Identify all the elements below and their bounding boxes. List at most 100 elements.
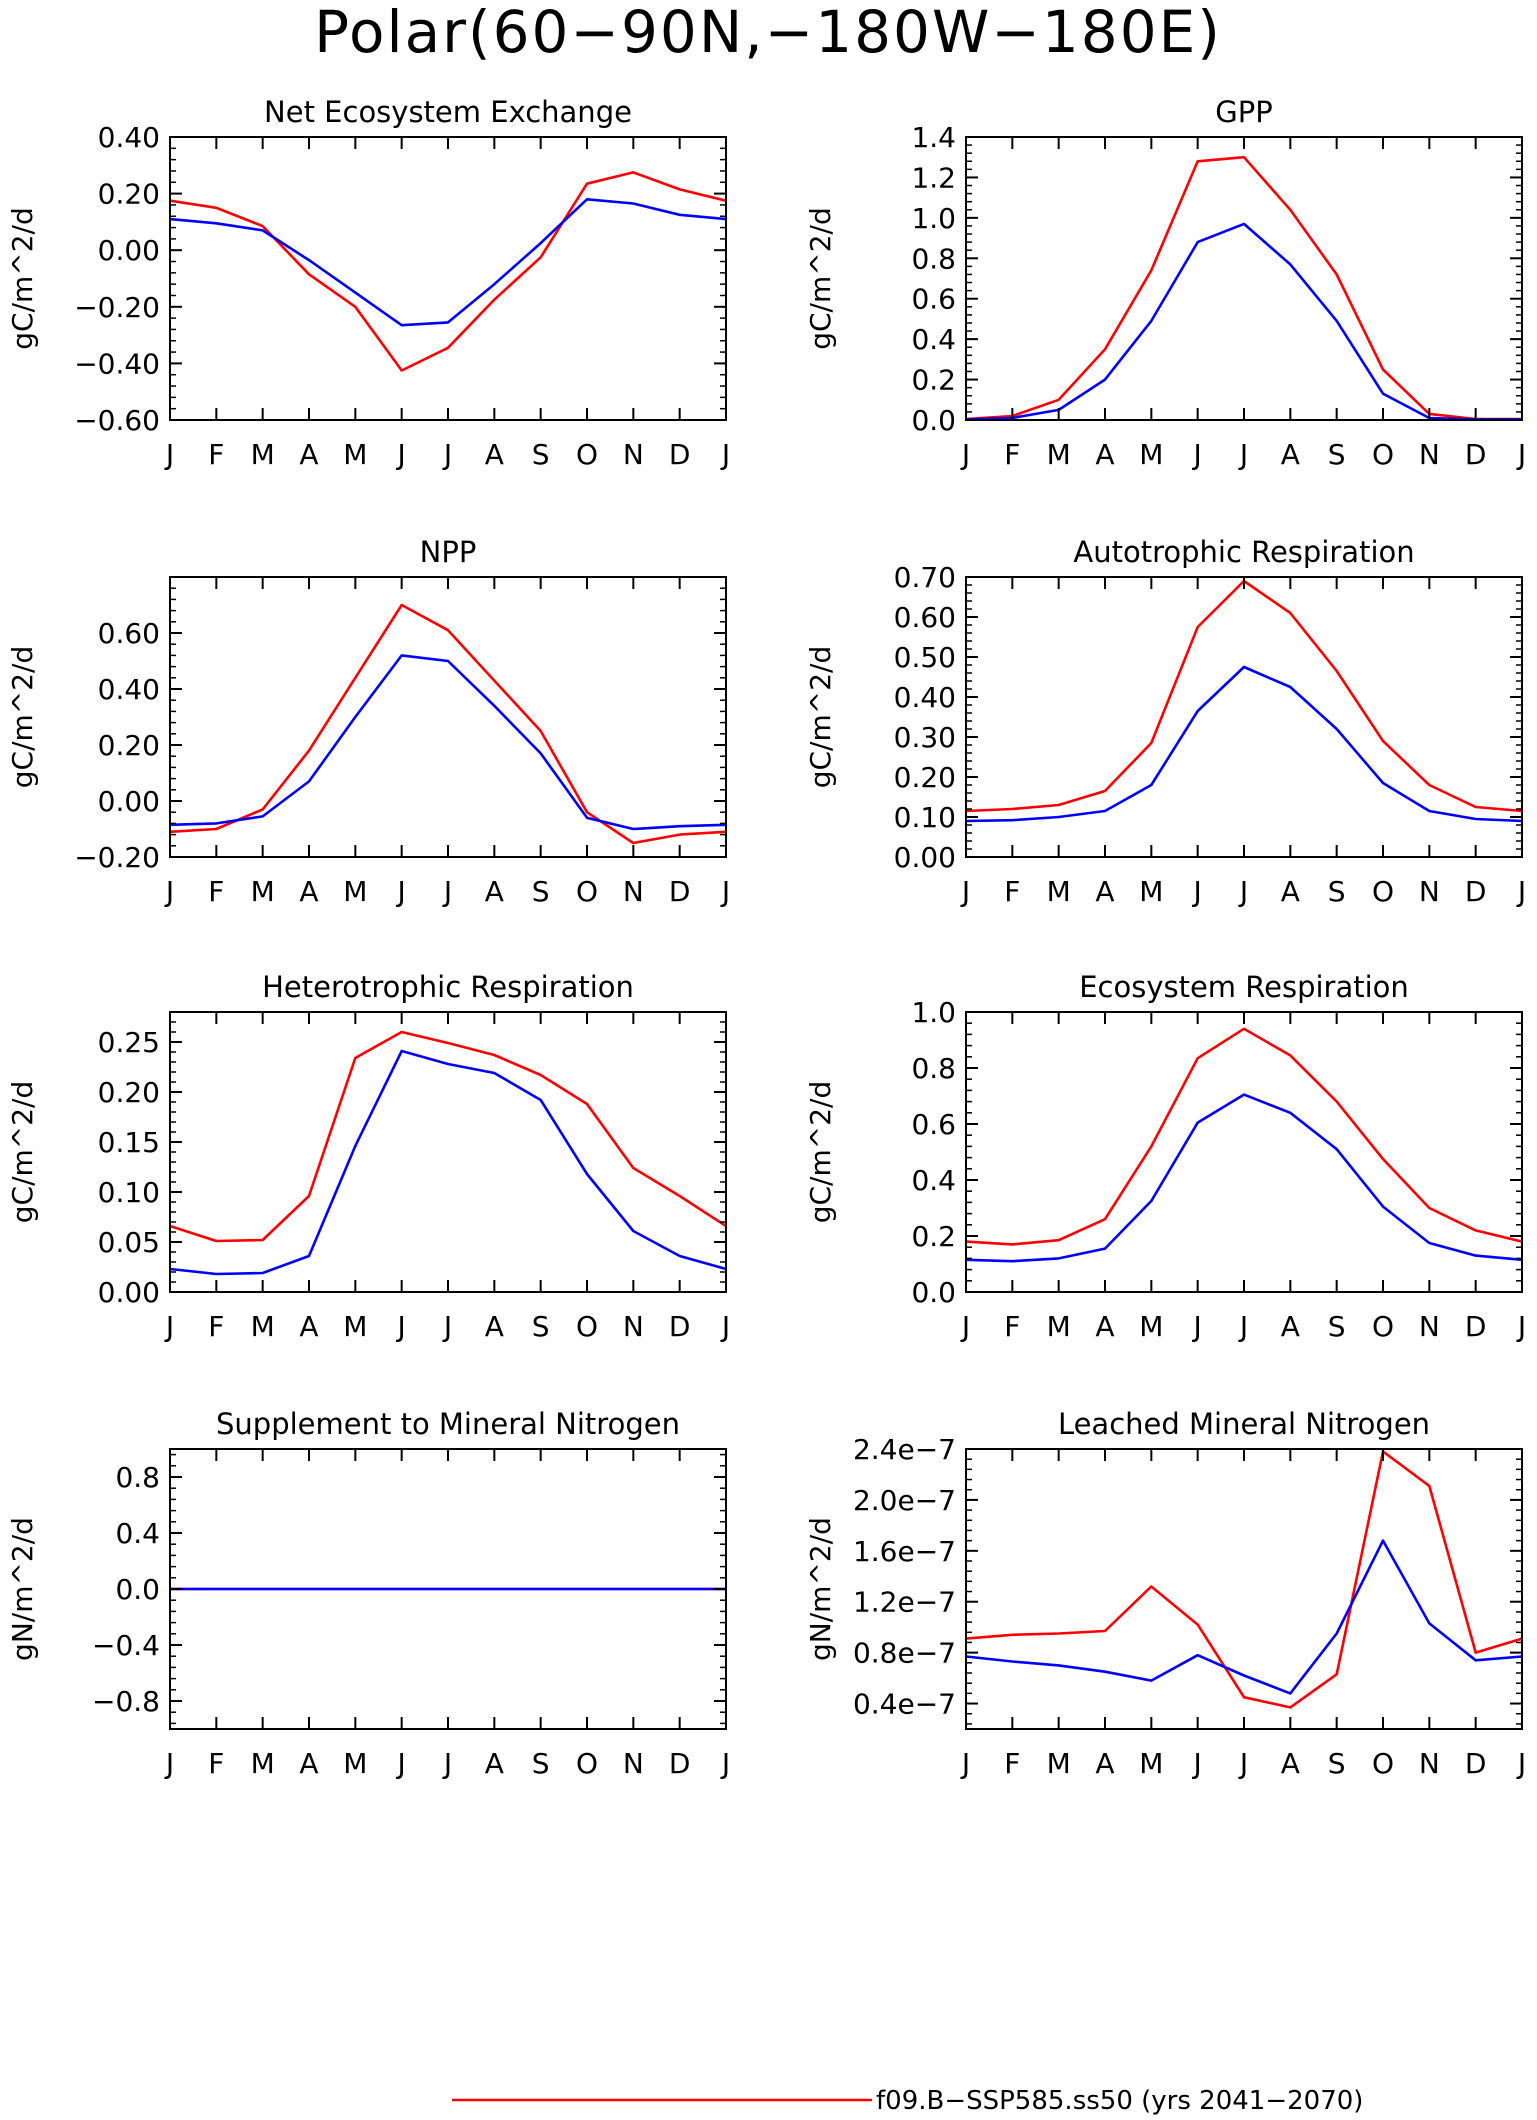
y-tick-label: 0.20 [98,729,160,762]
series-b-line [170,1049,726,1276]
y-tick-label: 1.0 [911,202,956,235]
x-tick-label: M [251,438,275,471]
y-tick-label: 2.4e−7 [853,1433,956,1466]
x-tick-label: J [396,1747,406,1780]
x-tick-label: O [1372,438,1394,471]
series-group [966,1027,1522,1263]
plot-frame [965,1011,1523,1293]
y-tick-label: 0.00 [98,234,160,267]
x-tick-label: M [1047,1310,1071,1343]
y-tick-label: −0.40 [74,347,160,380]
x-tick-label: A [485,438,504,471]
x-tick-label: J [1516,1747,1526,1780]
x-tick-label: N [623,1747,644,1780]
x-tick-label: N [623,875,644,908]
x-tick-label: A [1281,1747,1300,1780]
x-tick-label: S [1328,438,1346,471]
y-tick-label: 0.20 [98,1076,160,1109]
x-tick-label: J [1516,438,1526,471]
x-tick-label: J [164,438,174,471]
series-group [170,603,726,845]
y-tick-label: 0.20 [894,761,956,794]
y-tick-label: −0.8 [92,1685,160,1718]
y-tick-label: 0.30 [894,721,956,754]
y-axis-label: gC/m^2/d [804,646,837,789]
x-tick-label: O [1372,1747,1394,1780]
x-tick-label: D [669,438,691,471]
chart-panel: Supplement to Mineral Nitrogen gN/m^2/d J F… [6,1407,730,1780]
series-group [170,1030,726,1276]
x-tick-label: J [396,438,406,471]
series-a-line [966,155,1522,420]
x-tick-label: J [1192,1310,1202,1343]
x-tick-label: M [1139,438,1163,471]
series-b-line [966,222,1522,420]
x-tick-label: D [669,1747,691,1780]
y-tick-label: 1.0 [911,996,956,1029]
y-tick-label: 0.60 [894,601,956,634]
x-tick-label: M [1139,1747,1163,1780]
y-tick-label: 0.00 [98,1276,160,1309]
x-tick-label: J [960,875,970,908]
x-tick-label: J [1238,1747,1248,1780]
x-tick-label: A [1095,438,1114,471]
x-tick-label: J [1192,875,1202,908]
x-tick-label: N [1419,875,1440,908]
y-tick-label: 0.10 [894,801,956,834]
x-tick-label: M [1047,438,1071,471]
x-tick-label: M [251,875,275,908]
x-tick-label: D [669,1310,691,1343]
y-tick-label: 1.2e−7 [853,1586,956,1619]
x-tick-label: A [1281,438,1300,471]
x-tick-label: N [1419,1310,1440,1343]
y-tick-label: −0.60 [74,404,160,437]
x-tick-label: A [1095,1310,1114,1343]
series-group [966,1450,1522,1709]
series-group [966,155,1522,420]
x-tick-label: O [576,875,598,908]
y-tick-label: 0.40 [98,673,160,706]
x-tick-label: A [485,1747,504,1780]
x-tick-label: M [251,1747,275,1780]
x-tick-label: J [442,875,452,908]
x-tick-label: F [208,438,224,471]
panel-title: Ecosystem Respiration [1079,970,1409,1004]
series-a-line [170,1030,726,1243]
x-tick-label: J [720,1747,730,1780]
x-tick-label: M [343,1310,367,1343]
x-tick-label: A [1281,875,1300,908]
x-tick-label: J [720,1310,730,1343]
series-a-line [170,603,726,845]
x-tick-label: F [1004,1747,1020,1780]
y-tick-label: −0.4 [92,1629,160,1662]
legend: f09.B−SSP585.ss50 (yrs 2041−2070) [452,2086,1363,2116]
y-tick-label: 0.60 [98,617,160,650]
y-tick-label: 0.4e−7 [853,1688,956,1721]
x-tick-label: J [442,1747,452,1780]
x-tick-label: J [1192,438,1202,471]
series-group [966,579,1522,823]
y-tick-label: 0.6 [911,1108,956,1141]
y-tick-label: 0.10 [98,1176,160,1209]
series-b-line [966,1539,1522,1695]
y-tick-label: 0.40 [894,681,956,714]
x-tick-label: M [1139,1310,1163,1343]
x-tick-label: A [485,875,504,908]
x-tick-label: J [164,1747,174,1780]
legend-label: f09.B−SSP585.ss50 (yrs 2041−2070) [876,2086,1363,2116]
x-tick-label: A [299,1310,318,1343]
x-tick-label: O [576,438,598,471]
x-tick-label: J [1238,875,1248,908]
plot-frame [169,1011,727,1293]
series-b-line [966,1093,1522,1263]
y-tick-label: 0.2 [911,364,956,397]
y-tick-label: 0.00 [894,841,956,874]
x-tick-label: J [1516,1310,1526,1343]
panel-title: Supplement to Mineral Nitrogen [216,1407,680,1441]
y-tick-label: 0.25 [98,1026,160,1059]
